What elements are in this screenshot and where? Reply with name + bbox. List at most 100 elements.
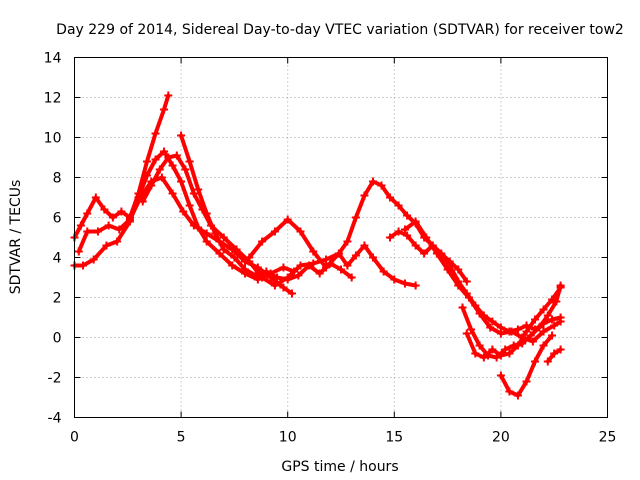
y-tick-label: -4 [48,411,62,427]
data-point [309,259,318,268]
data-point [168,189,177,198]
data-point [202,209,211,218]
data-point [411,217,420,226]
data-point [142,171,151,180]
data-point [386,193,395,202]
data-point [185,157,194,166]
data-point [462,277,471,286]
data-point [343,261,352,270]
data-point [194,185,203,194]
data-point [74,247,83,256]
y-tick-label: -2 [48,371,62,387]
data-point [496,351,505,360]
data-point [550,321,559,330]
x-tick-label: 0 [70,430,79,446]
data-point [462,329,471,338]
data-point [138,197,147,206]
series-line-sat-i [460,283,563,360]
data-point [168,161,177,170]
data-point [526,331,535,340]
data-point [211,229,220,238]
data-point [315,269,324,278]
data-point [501,345,510,354]
data-point [279,263,288,272]
data-point [241,265,250,274]
axis-ticks: 0 5 10 15 20 25 -4 -2 0 2 4 6 8 10 12 14 [44,51,617,446]
data-point [179,207,188,216]
data-point [305,261,314,270]
data-point [202,237,211,246]
y-tick-label: 4 [53,251,62,267]
x-tick-label: 25 [599,430,617,446]
data-point [177,131,186,140]
data-point [522,327,531,336]
data-point [262,267,271,276]
data-point [283,215,292,224]
data-point [279,283,288,292]
data-point [219,233,228,242]
series-line-sat-b [72,149,297,282]
data-point [337,265,345,274]
data-point [522,377,531,386]
data-point [351,213,360,222]
y-tick-label: 6 [53,211,62,227]
data-point [160,147,169,156]
data-point [475,341,484,350]
data-point [322,255,331,264]
data-point [400,279,409,288]
data-point [379,267,388,276]
data-point [151,155,160,164]
data-point [283,275,292,284]
grid-lines [74,57,608,418]
data-point [552,297,561,306]
data-point [215,249,224,258]
data-point [334,249,343,258]
data-point [390,275,399,284]
data-point [270,227,279,236]
data-point [368,177,377,186]
data-point [142,157,151,166]
series-line-sat-e [179,133,354,282]
data-point [164,153,173,162]
data-point [83,209,92,218]
data-point [258,237,267,246]
data-point [151,129,160,138]
y-tick-label: 0 [53,331,62,347]
data-point [89,255,98,264]
y-tick-label: 8 [53,171,62,187]
data-point [115,225,124,234]
x-tick-label: 10 [279,430,297,446]
data-point [232,245,241,254]
data-point [270,281,279,290]
data-point [76,221,85,230]
data-point [531,315,540,324]
x-tick-label: 15 [385,430,403,446]
data-point [181,165,190,174]
data-point [125,215,134,224]
data-point [548,315,557,324]
data-point [531,357,540,366]
data-point [117,207,126,216]
plot-frame [74,57,608,418]
data-point [351,251,360,260]
series-line-sat-h [403,219,563,344]
data-point [147,181,156,190]
data-point [539,341,548,350]
data-point [164,91,173,100]
data-point [513,325,522,334]
data-point [368,253,377,262]
data-point [83,227,92,236]
data-point [543,311,552,320]
data-point [422,233,431,242]
data-point [454,281,463,290]
data-point [347,273,356,282]
data-point [556,317,565,326]
data-point [550,349,559,358]
data-point [454,265,463,274]
data-point [104,221,113,230]
data-point [458,303,467,312]
data-point [505,349,514,358]
data-point [403,231,412,240]
data-point [108,213,117,222]
x-axis-label: GPS time / hours [281,459,398,475]
